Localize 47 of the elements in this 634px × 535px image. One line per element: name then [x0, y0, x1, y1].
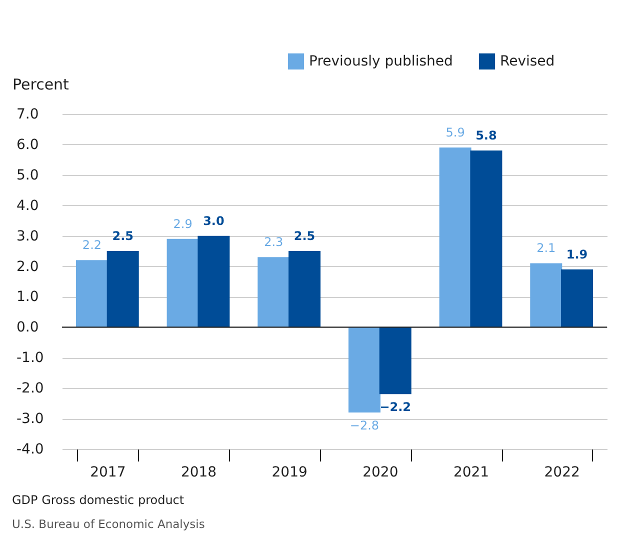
y-axis-title: Percent — [12, 76, 70, 94]
bar — [530, 263, 562, 328]
legend-label: Revised — [500, 53, 555, 70]
text: GDP Gross domestic product — [12, 493, 184, 507]
y-tick-label: -4.0 — [16, 442, 44, 458]
bar — [439, 148, 472, 328]
y-tick-label: 5.0 — [16, 167, 39, 184]
data-label: 2.3 — [264, 235, 284, 250]
y-tick-label: 6.0 — [16, 136, 39, 153]
legend-label: Previously published — [309, 53, 453, 70]
y-tick-label: -3.0 — [16, 411, 44, 428]
data-label: 5.8 — [476, 128, 497, 143]
bar — [470, 150, 502, 328]
data-label: 2.9 — [173, 216, 192, 231]
y-tick-label: -2.0 — [16, 380, 44, 397]
y-tick-label: 0.0 — [16, 320, 39, 336]
y-tick-label: 2.0 — [16, 258, 39, 275]
data-label: 3.0 — [203, 214, 224, 228]
data-label: −2.2 — [380, 400, 412, 414]
x-tick-label: 2019 — [272, 464, 308, 480]
data-label: −2.8 — [350, 418, 380, 432]
y-tick-label: -1.0 — [16, 350, 44, 366]
data-label: 5.9 — [446, 126, 465, 140]
x-tick-label: 2021 — [453, 464, 490, 480]
data-label: 1.9 — [566, 247, 588, 262]
x-tick-label: 2022 — [544, 464, 580, 480]
x-tick-label: 2018 — [180, 464, 217, 480]
text: U.S. Bureau of Economic Analysis — [12, 517, 205, 531]
bar — [76, 260, 108, 328]
data-label: 2.1 — [536, 241, 556, 256]
bar — [166, 238, 199, 328]
y-tick-label: 7.0 — [16, 106, 39, 122]
data-label: 2.2 — [82, 238, 102, 252]
y-tick-label: 3.0 — [16, 228, 39, 244]
x-tick-label: 2017 — [90, 464, 126, 480]
data-label: 2.5 — [112, 229, 134, 244]
y-tick-label: 1.0 — [16, 289, 39, 306]
data-label: 2.5 — [294, 229, 316, 244]
bar — [561, 269, 594, 328]
bar — [258, 257, 290, 328]
bar — [379, 327, 412, 394]
bar — [198, 236, 230, 328]
bar — [288, 251, 321, 328]
x-tick-label: 2020 — [362, 464, 398, 480]
bar — [348, 327, 380, 412]
bar — [106, 251, 139, 328]
y-tick-label: 4.0 — [16, 198, 39, 214]
